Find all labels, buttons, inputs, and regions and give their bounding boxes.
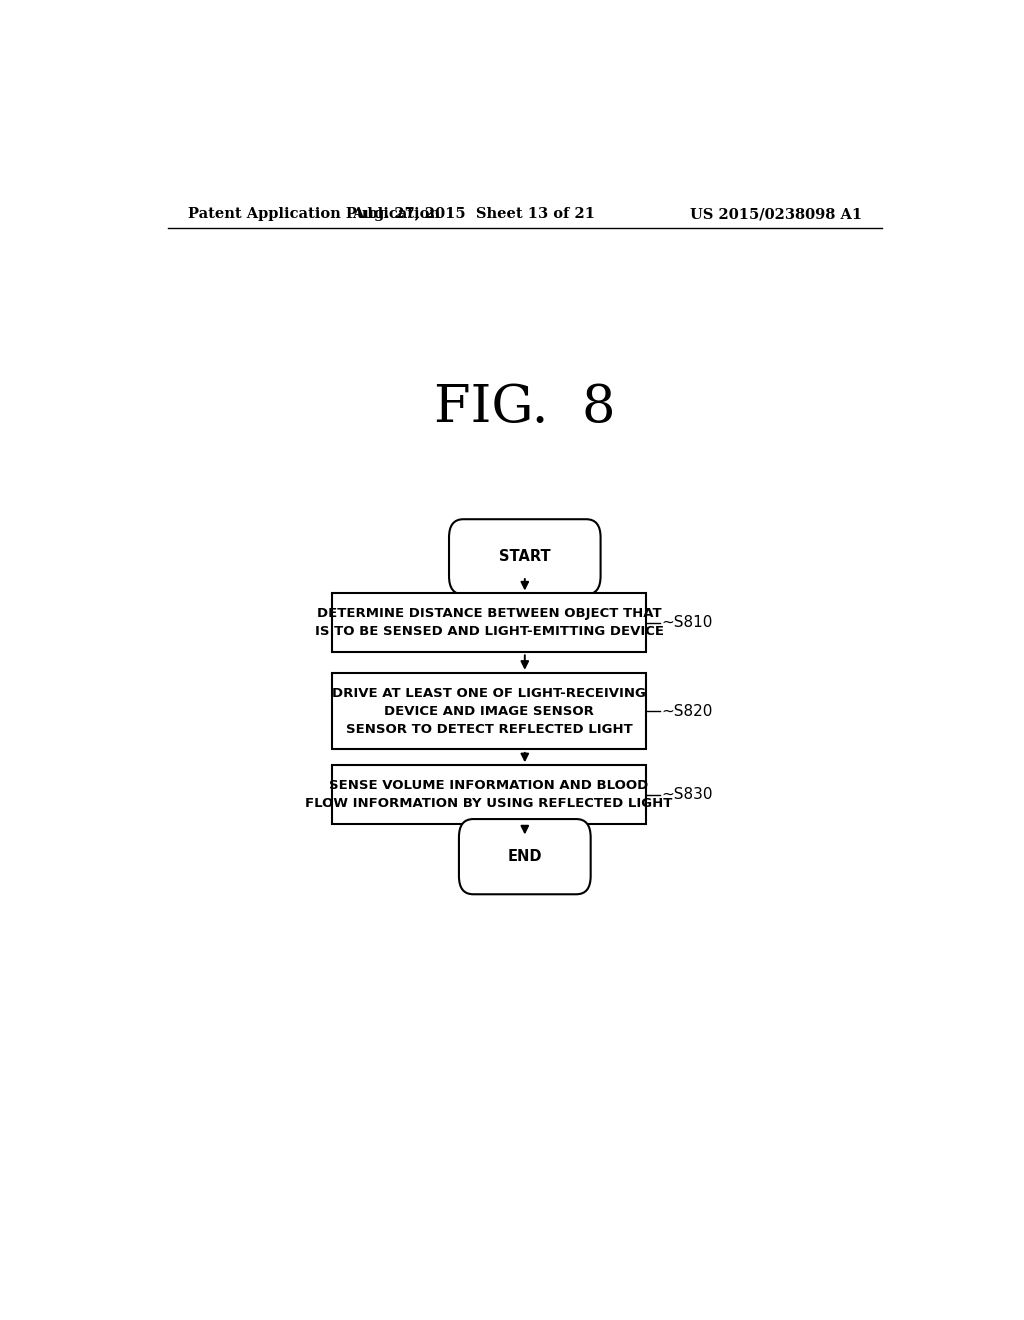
Bar <box>333 766 646 824</box>
Text: Patent Application Publication: Patent Application Publication <box>187 207 439 222</box>
Text: START: START <box>499 549 551 565</box>
Text: ~S810: ~S810 <box>662 615 713 631</box>
Text: END: END <box>508 849 542 865</box>
Text: FIG.  8: FIG. 8 <box>434 381 615 433</box>
Text: US 2015/0238098 A1: US 2015/0238098 A1 <box>690 207 862 222</box>
Text: SENSE VOLUME INFORMATION AND BLOOD
FLOW INFORMATION BY USING REFLECTED LIGHT: SENSE VOLUME INFORMATION AND BLOOD FLOW … <box>305 779 673 810</box>
Text: DETERMINE DISTANCE BETWEEN OBJECT THAT
IS TO BE SENSED AND LIGHT-EMITTING DEVICE: DETERMINE DISTANCE BETWEEN OBJECT THAT I… <box>314 607 664 639</box>
FancyBboxPatch shape <box>459 818 591 894</box>
Text: ~S830: ~S830 <box>662 787 713 803</box>
Text: Aug. 27, 2015  Sheet 13 of 21: Aug. 27, 2015 Sheet 13 of 21 <box>351 207 595 222</box>
Text: ~S820: ~S820 <box>662 704 713 719</box>
Bar <box>333 673 646 750</box>
Text: DRIVE AT LEAST ONE OF LIGHT-RECEIVING
DEVICE AND IMAGE SENSOR
SENSOR TO DETECT R: DRIVE AT LEAST ONE OF LIGHT-RECEIVING DE… <box>332 686 646 735</box>
FancyBboxPatch shape <box>449 519 601 594</box>
Bar <box>333 594 646 652</box>
